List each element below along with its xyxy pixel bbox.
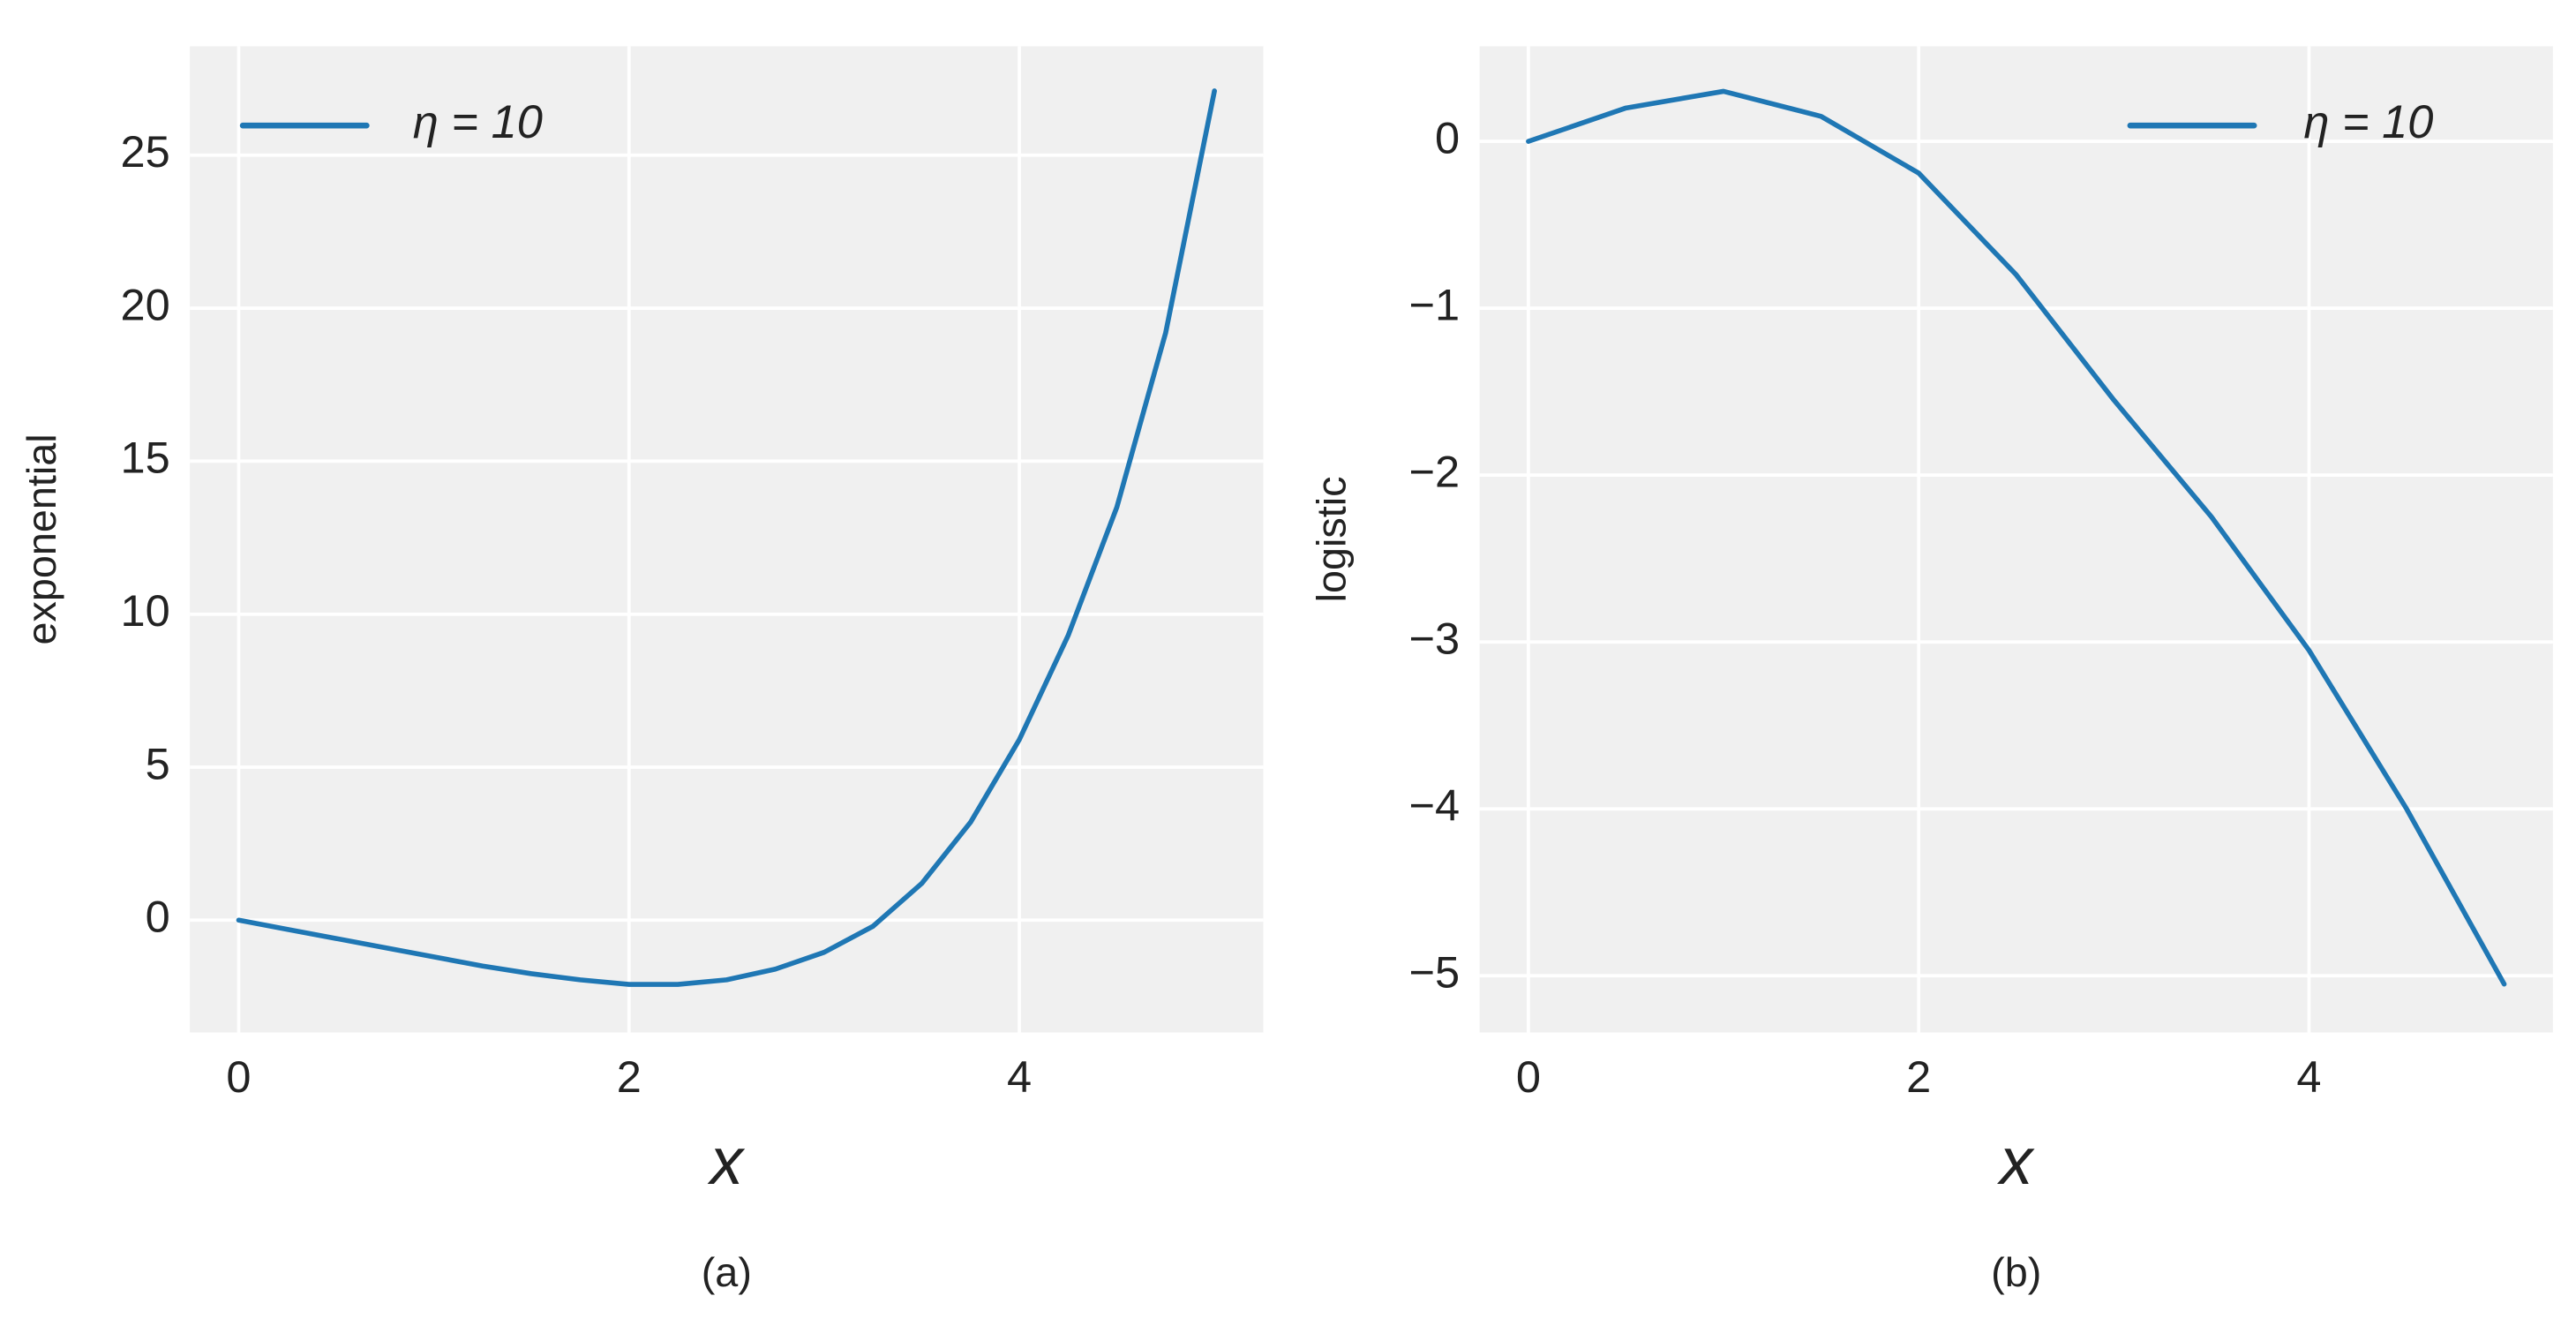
legend-label: η = 10 — [413, 97, 543, 148]
plot-area — [1479, 46, 2553, 1033]
legend-label: η = 10 — [2303, 97, 2433, 148]
y-tick-label: 5 — [146, 738, 170, 788]
y-tick-label: 25 — [121, 126, 170, 177]
x-tick-label: 0 — [226, 1051, 251, 1102]
y-tick-label: −3 — [1409, 614, 1461, 664]
x-tick-label: 2 — [1906, 1051, 1931, 1102]
y-axis-label: exponential — [19, 433, 64, 644]
figure-body: 0 2 4 0 5 10 15 20 25 η = 10 exponential x (a) 0 2 4 −5 −… — [19, 46, 2553, 1295]
y-tick-label: −5 — [1409, 947, 1461, 998]
y-tick-label: −1 — [1409, 279, 1461, 329]
y-tick-label: −2 — [1409, 447, 1461, 497]
x-axis-label: x — [1997, 1124, 2035, 1198]
y-tick-label: 0 — [146, 892, 170, 942]
y-tick-label: 10 — [121, 585, 170, 636]
x-tick-label: 2 — [617, 1051, 642, 1102]
x-tick-label: 4 — [1007, 1051, 1032, 1102]
caption: (b) — [1991, 1249, 2041, 1295]
caption: (a) — [702, 1249, 752, 1295]
x-tick-label: 4 — [2296, 1051, 2321, 1102]
y-tick-label: 15 — [121, 433, 170, 483]
data-line — [236, 88, 1217, 987]
y-tick-label: 0 — [1435, 112, 1460, 162]
plot-area — [190, 46, 1264, 1033]
x-axis-label: x — [708, 1124, 746, 1198]
y-tick-label: −4 — [1409, 780, 1461, 831]
x-tick-label: 0 — [1516, 1051, 1541, 1102]
data-line — [1526, 88, 2507, 987]
y-tick-label: 20 — [121, 279, 170, 329]
y-axis-label: logistic — [1308, 476, 1354, 602]
